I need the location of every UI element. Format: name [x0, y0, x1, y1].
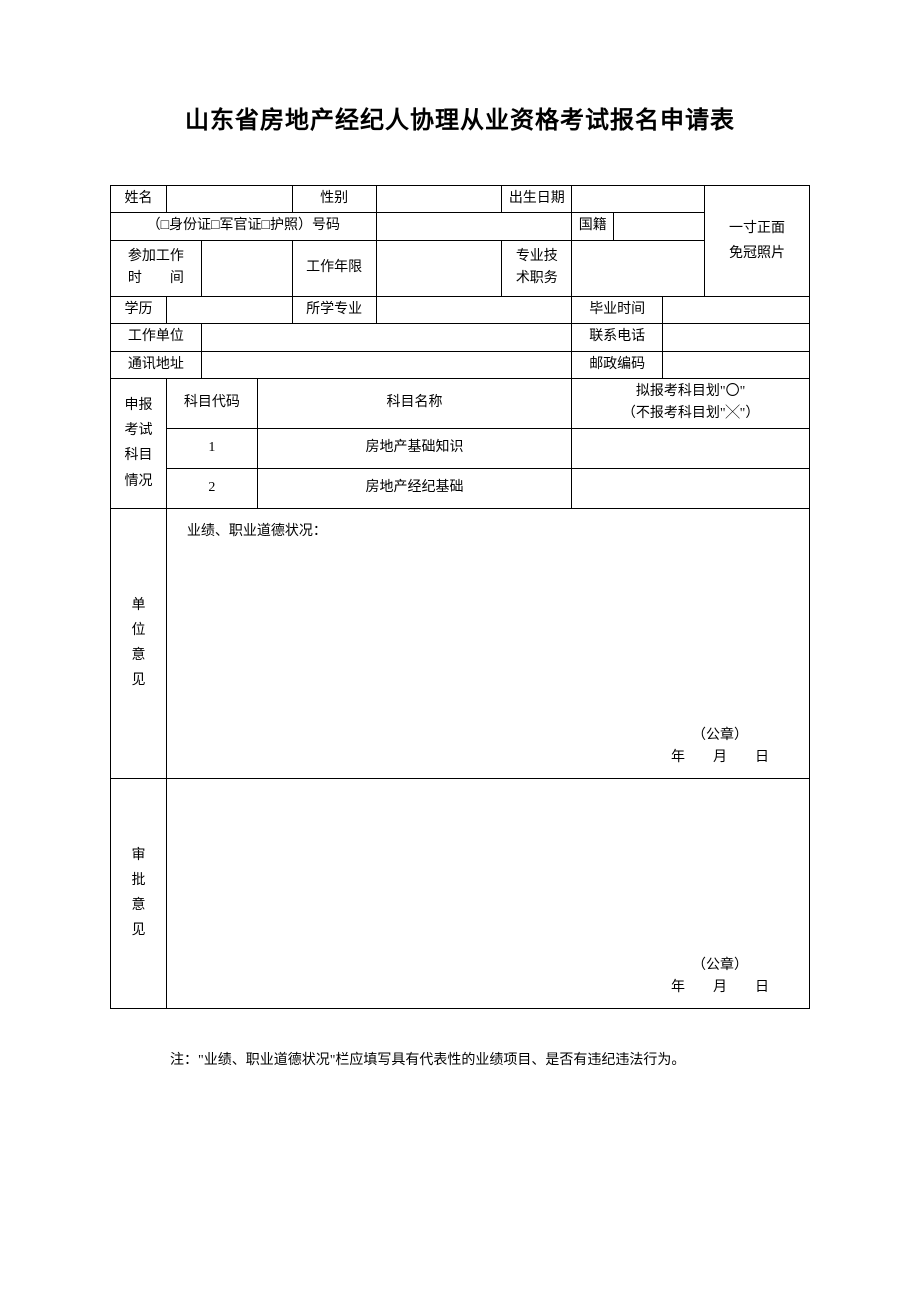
field-name[interactable]	[166, 186, 292, 213]
label-work-start: 参加工作 时 间	[111, 240, 202, 296]
subject-mark-2[interactable]	[572, 468, 810, 508]
application-form-table: 姓名 性别 出生日期 一寸正面 免冠照片 （□身份证□军官证□护照）号码 国籍 …	[110, 185, 810, 1009]
photo-label-1: 一寸正面	[729, 221, 785, 236]
field-unit-opinion[interactable]: 业绩、职业道德状况： （公章） 年 月 日	[166, 508, 809, 778]
field-approve-opinion[interactable]: （公章） 年 月 日	[166, 778, 809, 1008]
field-id-number[interactable]	[376, 213, 572, 240]
field-address[interactable]	[201, 351, 571, 378]
subject-name-1: 房地产基础知识	[257, 428, 572, 468]
label-gender: 性别	[292, 186, 376, 213]
footnote: 注："业绩、职业道德状况"栏应填写具有代表性的业绩项目、是否有违纪违法行为。	[110, 1049, 810, 1069]
label-work-years: 工作年限	[292, 240, 376, 296]
subject-name-2: 房地产经纪基础	[257, 468, 572, 508]
photo-label-2: 免冠照片	[729, 246, 785, 261]
field-major[interactable]	[376, 296, 572, 323]
field-grad-time[interactable]	[663, 296, 810, 323]
label-postcode: 邮政编码	[572, 351, 663, 378]
field-phone[interactable]	[663, 324, 810, 351]
label-pro-title: 专业技 术职务	[502, 240, 572, 296]
label-major: 所学专业	[292, 296, 376, 323]
label-approve-opinion: 审 批 意 见	[111, 778, 167, 1008]
approve-seal-date: （公章） 年 月 日	[671, 955, 769, 1000]
label-subject-code: 科目代码	[166, 378, 257, 428]
field-education[interactable]	[166, 296, 292, 323]
subject-code-1: 1	[166, 428, 257, 468]
field-birth[interactable]	[572, 186, 705, 213]
label-work-unit: 工作单位	[111, 324, 202, 351]
field-pro-title[interactable]	[572, 240, 705, 296]
field-work-start[interactable]	[201, 240, 292, 296]
label-subject-name: 科目名称	[257, 378, 572, 428]
label-education: 学历	[111, 296, 167, 323]
field-work-years[interactable]	[376, 240, 502, 296]
label-phone: 联系电话	[572, 324, 663, 351]
label-name: 姓名	[111, 186, 167, 213]
form-title: 山东省房地产经纪人协理从业资格考试报名申请表	[110, 100, 810, 135]
label-nationality: 国籍	[572, 213, 614, 240]
field-gender[interactable]	[376, 186, 502, 213]
label-birth: 出生日期	[502, 186, 572, 213]
field-work-unit[interactable]	[201, 324, 571, 351]
label-grad-time: 毕业时间	[572, 296, 663, 323]
label-mark: 拟报考科目划"〇" （不报考科目划"╳"）	[572, 378, 810, 428]
unit-seal-date: （公章） 年 月 日	[671, 725, 769, 770]
label-unit-opinion: 单 位 意 见	[111, 508, 167, 778]
label-subjects: 申报 考试 科目 情况	[111, 378, 167, 508]
photo-area: 一寸正面 免冠照片	[705, 186, 810, 297]
subject-mark-1[interactable]	[572, 428, 810, 468]
performance-prompt: 业绩、职业道德状况：	[187, 524, 327, 539]
label-id-number: （□身份证□军官证□护照）号码	[111, 213, 377, 240]
field-postcode[interactable]	[663, 351, 810, 378]
label-address: 通讯地址	[111, 351, 202, 378]
subject-code-2: 2	[166, 468, 257, 508]
field-nationality[interactable]	[614, 213, 705, 240]
